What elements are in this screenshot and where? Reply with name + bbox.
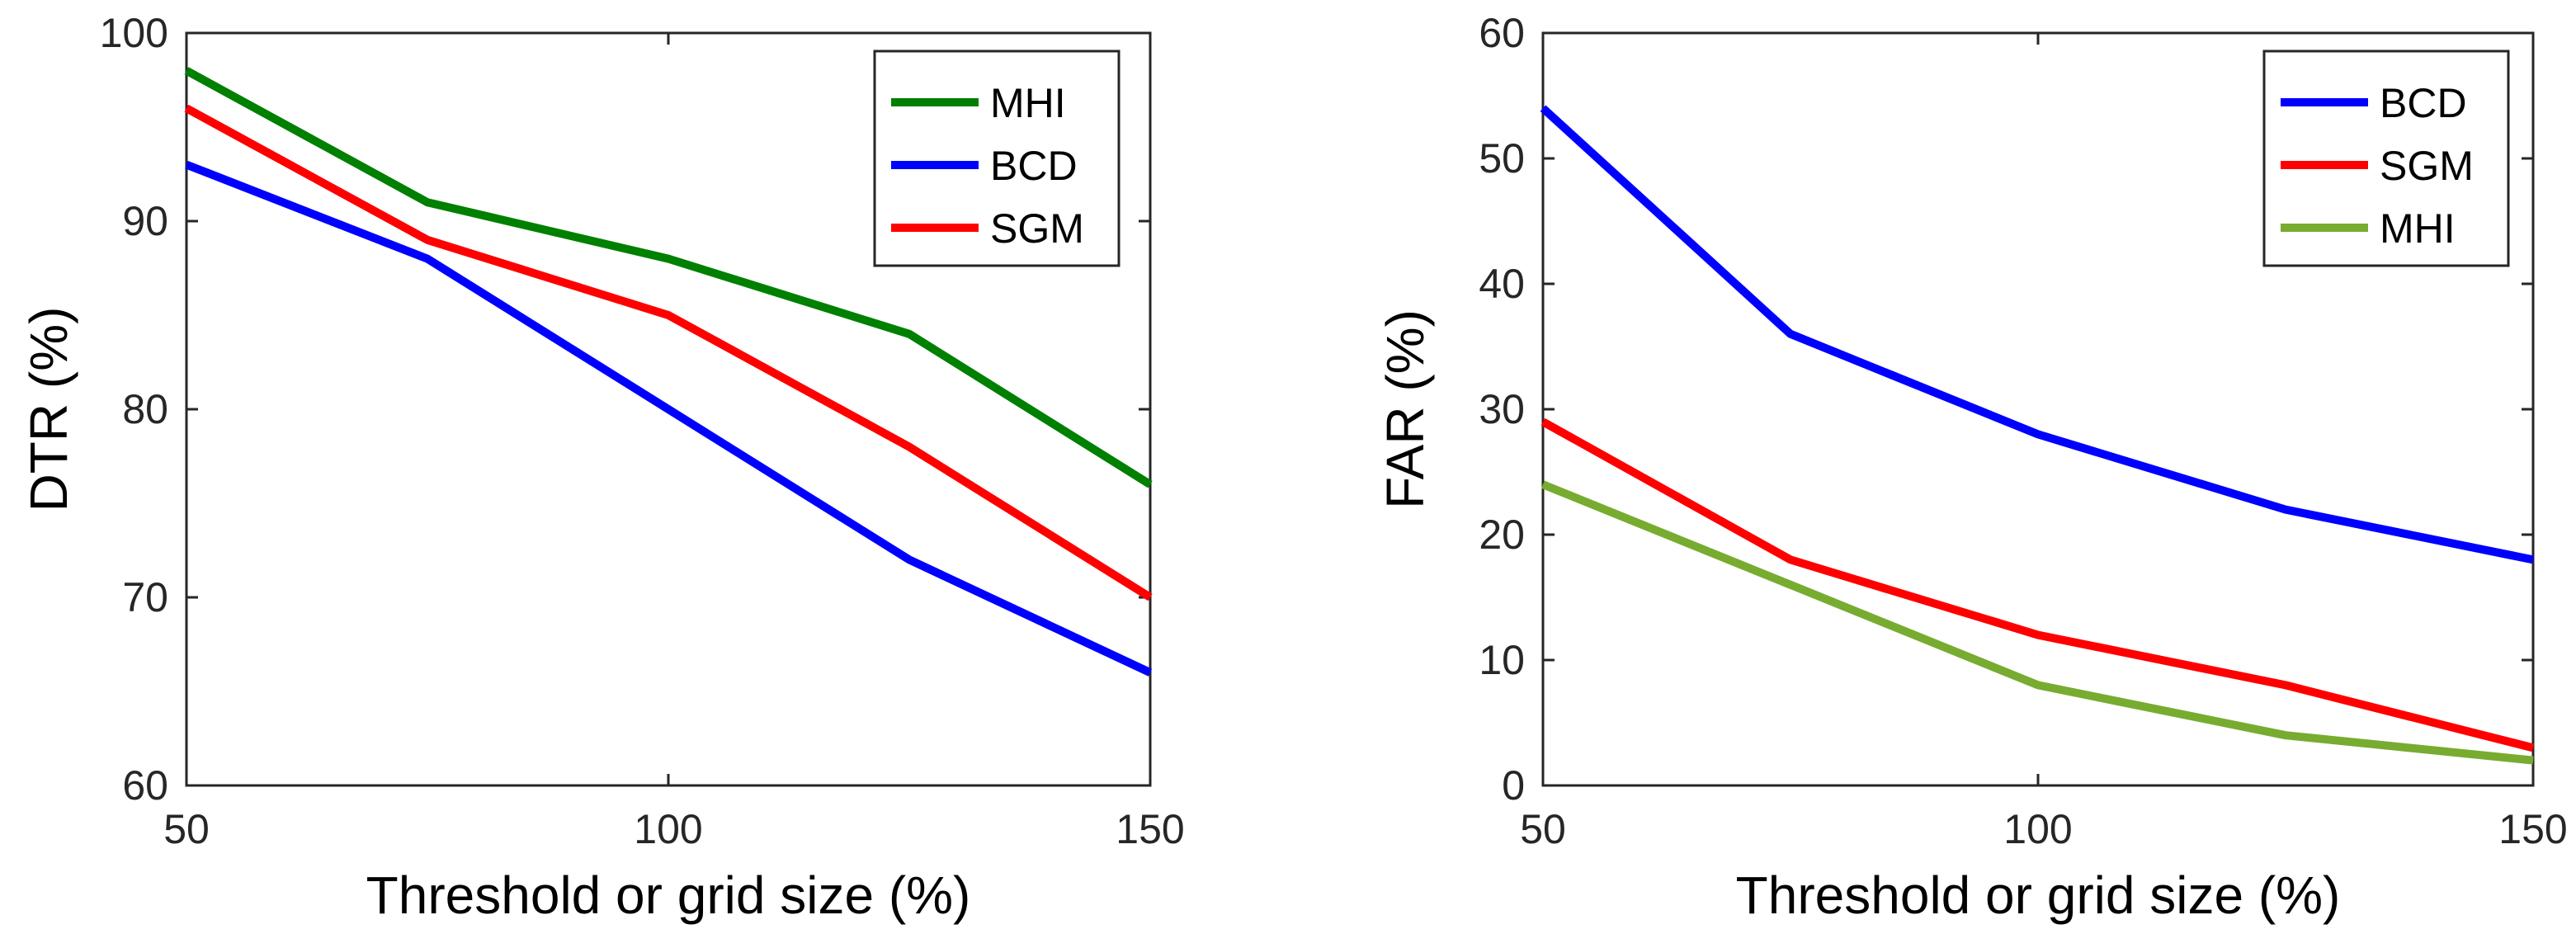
data-point-sgm bbox=[2037, 634, 2039, 636]
x-tick-label: 100 bbox=[634, 806, 702, 852]
data-point-bcd bbox=[2037, 433, 2039, 435]
data-point-sgm bbox=[668, 314, 669, 316]
y-tick-label: 90 bbox=[122, 198, 168, 244]
data-point-sgm bbox=[1149, 597, 1151, 598]
data-point-mhi bbox=[1542, 483, 1544, 485]
legend-label-bcd: BCD bbox=[2380, 80, 2467, 126]
y-tick-label: 70 bbox=[122, 574, 168, 620]
legend-label-mhi: MHI bbox=[990, 80, 1066, 126]
legend: MHI BCD SGM bbox=[873, 50, 1121, 267]
y-tick-label: 20 bbox=[1479, 512, 1525, 558]
data-point-mhi bbox=[186, 70, 187, 72]
data-point-bcd bbox=[1149, 672, 1151, 673]
data-point-bcd bbox=[1542, 107, 1544, 109]
data-point-sgm bbox=[427, 239, 428, 241]
series-line-sgm bbox=[1540, 417, 2535, 752]
x-axis-label: Threshold or grid size (%) bbox=[366, 865, 971, 925]
data-point-bcd bbox=[186, 164, 187, 166]
y-tick-label: 100 bbox=[100, 10, 168, 56]
data-point-mhi bbox=[1790, 584, 1791, 586]
legend-label-sgm: SGM bbox=[2380, 143, 2474, 189]
data-point-bcd bbox=[2532, 559, 2534, 560]
y-tick-label: 30 bbox=[1479, 386, 1525, 432]
data-point-bcd bbox=[908, 559, 910, 560]
data-point-mhi bbox=[1149, 483, 1151, 485]
x-tick-label: 150 bbox=[2498, 806, 2567, 852]
x-tick-label: 50 bbox=[1520, 806, 1566, 852]
y-tick-label: 0 bbox=[1502, 762, 1525, 809]
data-point-bcd bbox=[668, 408, 669, 410]
data-point-bcd bbox=[427, 258, 428, 260]
x-tick-label: 100 bbox=[2003, 806, 2072, 852]
chart-1: 60 70 80 90 100 50 100 150 Threshold or grid siz… bbox=[19, 10, 1185, 925]
y-tick-label: 60 bbox=[1479, 10, 1525, 56]
legend-label-sgm: SGM bbox=[990, 205, 1084, 252]
data-point-mhi bbox=[668, 258, 669, 260]
y-tick-label: 60 bbox=[122, 762, 168, 809]
x-tick-label: 50 bbox=[163, 806, 210, 852]
x-axis-label: Threshold or grid size (%) bbox=[1736, 865, 2341, 925]
legend-label-bcd: BCD bbox=[990, 143, 1078, 189]
legend-label-mhi: MHI bbox=[2380, 205, 2456, 252]
y-axis-label: FAR (%) bbox=[1375, 309, 1435, 509]
y-tick-label: 80 bbox=[122, 386, 168, 432]
y-tick-label: 40 bbox=[1479, 261, 1525, 307]
x-tick-label: 150 bbox=[1116, 806, 1184, 852]
y-axis-label: DTR (%) bbox=[19, 307, 78, 512]
data-point-bcd bbox=[1790, 333, 1791, 335]
data-point-mhi bbox=[2532, 760, 2534, 762]
data-point-mhi bbox=[427, 201, 428, 203]
data-point-sgm bbox=[186, 107, 187, 109]
y-tick-label: 10 bbox=[1479, 637, 1525, 683]
data-point-mhi bbox=[908, 333, 910, 335]
data-point-sgm bbox=[908, 446, 910, 448]
chart-2: 0 10 20 30 40 50 60 50 100 150 Threshold or grid s… bbox=[1375, 10, 2568, 925]
data-point-sgm bbox=[1790, 559, 1791, 560]
legend: BCD SGM MHI bbox=[2262, 50, 2510, 267]
y-tick-label: 50 bbox=[1479, 135, 1525, 182]
data-point-mhi bbox=[2037, 684, 2039, 686]
